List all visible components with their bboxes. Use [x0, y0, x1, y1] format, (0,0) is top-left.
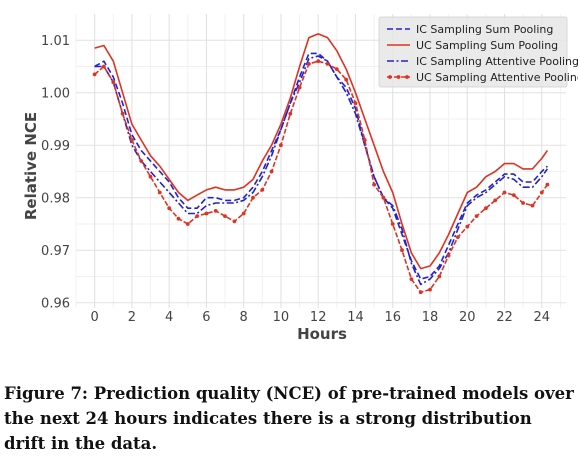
series-line — [94, 33, 549, 270]
line-chart: 0.960.970.980.991.001.01 0 2 4 6 8 10 12 14 16 18… — [22, 14, 578, 343]
series-lines — [92, 33, 550, 295]
data-point — [241, 211, 246, 216]
x-tick-label: 2 — [128, 310, 136, 325]
y-tick-label: 0.99 — [41, 139, 70, 154]
legend-label: IC Sampling Sum Pooling — [416, 23, 553, 36]
data-point — [465, 224, 470, 229]
y-tick-label: 0.97 — [41, 244, 70, 259]
series-3 — [94, 55, 549, 286]
x-tick-label: 22 — [496, 310, 513, 325]
data-point — [474, 214, 479, 219]
data-point — [502, 190, 507, 195]
data-point — [428, 287, 432, 292]
data-point — [297, 85, 302, 90]
data-point — [102, 64, 106, 69]
x-axis-title: Hours — [297, 325, 347, 343]
data-point — [456, 235, 460, 240]
legend-marker — [388, 75, 392, 79]
data-point — [545, 182, 550, 187]
y-tick-label: 1.00 — [41, 86, 70, 101]
data-point — [446, 253, 451, 258]
legend-marker — [405, 75, 409, 79]
data-point — [316, 59, 321, 64]
x-tick-label: 18 — [422, 310, 439, 325]
data-point — [334, 67, 339, 71]
data-point — [232, 219, 237, 224]
data-point — [418, 290, 423, 295]
data-point — [511, 193, 516, 198]
series-1 — [94, 52, 548, 280]
data-point — [92, 72, 97, 77]
y-tick-label: 1.01 — [41, 34, 70, 49]
x-tick-label: 6 — [202, 310, 210, 325]
data-point — [251, 195, 255, 200]
data-point — [157, 190, 162, 195]
data-point — [539, 190, 544, 195]
data-point — [204, 211, 209, 216]
series-2 — [94, 33, 549, 270]
data-point — [176, 216, 181, 221]
data-point — [353, 101, 358, 106]
data-point — [185, 222, 190, 226]
legend: IC Sampling Sum Pooling UC Sampling Sum P… — [378, 16, 578, 88]
legend-box — [378, 16, 568, 88]
legend-label: UC Sampling Sum Pooling — [416, 39, 558, 52]
data-point — [409, 277, 414, 281]
data-point — [372, 182, 376, 187]
data-point — [260, 188, 265, 192]
data-point — [530, 203, 535, 208]
data-point — [279, 143, 283, 148]
series-line — [94, 55, 549, 286]
data-point — [437, 274, 442, 279]
data-point — [307, 62, 311, 66]
y-tick-label: 0.96 — [41, 296, 70, 311]
data-point — [521, 201, 525, 205]
x-tick-label: 12 — [310, 310, 327, 325]
data-point — [344, 77, 349, 82]
x-tick-label: 14 — [347, 310, 364, 325]
x-tick-label: 24 — [534, 310, 551, 325]
y-axis-title: Relative NCE — [22, 112, 40, 220]
x-tick-label: 4 — [165, 310, 173, 325]
data-point — [484, 206, 488, 211]
x-tick-label: 20 — [459, 310, 476, 325]
data-point — [390, 222, 395, 226]
legend-label: UC Sampling Attentive Pooling — [416, 71, 578, 84]
data-point — [362, 138, 367, 142]
data-point — [139, 159, 144, 163]
data-point — [148, 174, 153, 179]
data-point — [120, 111, 125, 116]
data-point — [269, 169, 274, 174]
series-line — [94, 60, 549, 293]
x-tick-label: 10 — [273, 310, 290, 325]
data-point — [167, 206, 172, 211]
legend-label: IC Sampling Attentive Pooling — [416, 55, 578, 68]
x-tick-label: 8 — [240, 310, 248, 325]
y-tick-labels: 0.96 0.97 0.98 0.99 1.00 1.01 — [41, 34, 70, 312]
data-point — [223, 214, 227, 219]
y-tick-label: 0.98 — [41, 191, 70, 206]
data-point — [325, 62, 330, 66]
figure-caption: Figure 7: Prediction quality (NCE) of pr… — [4, 384, 574, 453]
data-point — [130, 138, 134, 142]
data-point — [288, 111, 293, 116]
legend-marker — [396, 75, 401, 79]
data-point — [195, 214, 200, 219]
series-4 — [92, 59, 550, 295]
data-point — [111, 80, 116, 85]
x-tick-labels: 0 2 4 6 8 10 12 14 16 18 20 22 24 — [90, 310, 550, 325]
data-point — [493, 198, 498, 203]
data-point — [400, 248, 404, 253]
data-point — [381, 195, 386, 200]
x-tick-label: 0 — [90, 310, 98, 325]
data-point — [213, 209, 218, 213]
x-tick-label: 16 — [384, 310, 401, 325]
series-line — [94, 52, 548, 280]
